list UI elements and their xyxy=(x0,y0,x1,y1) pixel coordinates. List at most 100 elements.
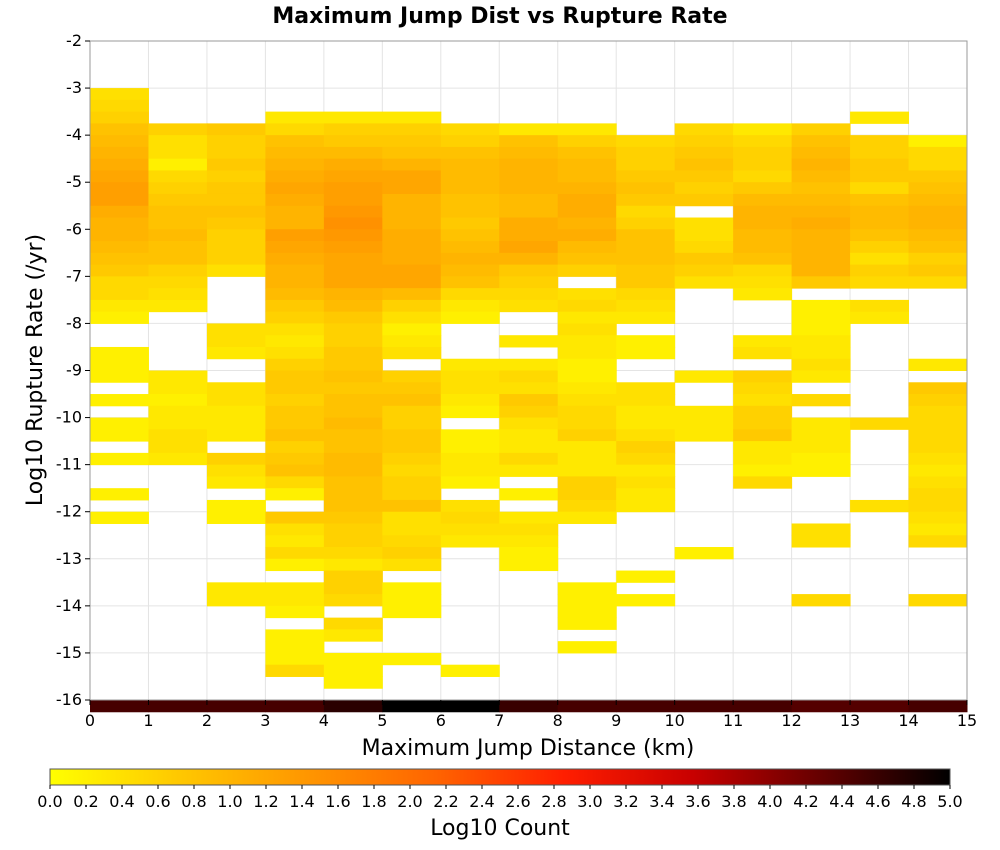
heatmap-cell xyxy=(616,382,676,395)
heatmap-cell xyxy=(148,700,208,713)
heatmap-cell xyxy=(440,299,500,313)
heatmap-cell xyxy=(791,264,851,277)
heatmap-cell xyxy=(674,417,734,430)
heatmap-cell xyxy=(148,394,208,407)
heatmap-cell xyxy=(791,299,851,313)
heatmap-cell xyxy=(148,217,208,230)
heatmap-cell xyxy=(440,182,500,195)
heatmap-cell xyxy=(323,193,383,207)
heatmap-cell xyxy=(499,146,559,160)
heatmap-cell xyxy=(908,405,968,419)
colorbar-tick-label: 3.8 xyxy=(721,792,746,811)
heatmap-cell xyxy=(382,288,442,301)
heatmap-cell xyxy=(908,205,968,219)
heatmap-cell xyxy=(616,429,676,442)
heatmap-cell xyxy=(850,193,910,207)
heatmap-cell xyxy=(674,405,734,419)
heatmap-cell xyxy=(148,370,208,383)
heatmap-cells xyxy=(90,88,968,713)
x-tick-label: 3 xyxy=(260,711,270,730)
heatmap-cell xyxy=(265,323,325,336)
colorbar-label: Log10 Count xyxy=(430,816,570,841)
heatmap-cell xyxy=(265,441,325,454)
heatmap-cell xyxy=(382,323,442,336)
heatmap-cell xyxy=(499,464,559,477)
heatmap-cell xyxy=(616,594,676,607)
heatmap-cell xyxy=(323,464,383,477)
heatmap-cell xyxy=(908,499,968,513)
heatmap-cell xyxy=(791,594,851,607)
heatmap-cell xyxy=(382,700,442,713)
heatmap-cell xyxy=(499,370,559,383)
heatmap-cell xyxy=(733,464,793,477)
heatmap-cell xyxy=(323,382,383,395)
heatmap-cell xyxy=(674,182,734,195)
y-tick-label: -11 xyxy=(56,455,82,474)
colorbar-tick-label: 3.4 xyxy=(649,792,674,811)
heatmap-cell xyxy=(382,452,442,466)
x-tick-label: 0 xyxy=(85,711,95,730)
colorbar-tick-label: 0.6 xyxy=(145,792,170,811)
heatmap-cell xyxy=(557,193,617,207)
heatmap-cell xyxy=(499,358,559,371)
colorbar-tick-label: 0.4 xyxy=(109,792,134,811)
y-tick-label: -14 xyxy=(56,596,82,615)
heatmap-cell xyxy=(791,335,851,348)
heatmap-cell xyxy=(616,252,676,266)
heatmap-cell xyxy=(206,382,266,395)
x-tick-label: 4 xyxy=(319,711,329,730)
heatmap-cell xyxy=(323,629,383,642)
heatmap-cell xyxy=(440,158,500,171)
heatmap-cell xyxy=(499,252,559,266)
heatmap-cell xyxy=(674,135,734,148)
heatmap-cell xyxy=(850,229,910,242)
colorbar-tick-label: 0.2 xyxy=(73,792,98,811)
heatmap-cell xyxy=(616,452,676,466)
heatmap-cell xyxy=(616,276,676,289)
heatmap-cell xyxy=(265,370,325,383)
heatmap-cell xyxy=(440,452,500,466)
heatmap-cell xyxy=(148,123,208,136)
heatmap-cell xyxy=(148,429,208,442)
colorbar-tick-label: 3.6 xyxy=(685,792,710,811)
heatmap-cell xyxy=(323,346,383,360)
heatmap-cell xyxy=(265,170,325,183)
heatmap-cell xyxy=(265,417,325,430)
heatmap-cell xyxy=(557,417,617,430)
heatmap-cell xyxy=(265,382,325,395)
heatmap-cell xyxy=(90,429,149,442)
heatmap-cell xyxy=(440,311,500,324)
heatmap-cell xyxy=(206,182,266,195)
heatmap-cell xyxy=(265,193,325,207)
heatmap-cell xyxy=(850,146,910,160)
heatmap-cell xyxy=(323,135,383,148)
heatmap-cell xyxy=(148,193,208,207)
heatmap-cell xyxy=(382,217,442,230)
heatmap-cell xyxy=(90,358,149,371)
heatmap-cell xyxy=(90,311,149,324)
heatmap-cell xyxy=(206,452,266,466)
colorbar-tick-label: 4.4 xyxy=(829,792,854,811)
heatmap-cell xyxy=(323,652,383,666)
heatmap-cell xyxy=(733,452,793,466)
heatmap-cell xyxy=(850,241,910,254)
x-tick-label: 2 xyxy=(202,711,212,730)
heatmap-cell xyxy=(499,441,559,454)
heatmap-cell xyxy=(90,170,149,183)
heatmap-cell xyxy=(791,158,851,171)
heatmap-cell xyxy=(323,217,383,230)
heatmap-cell xyxy=(616,700,676,713)
heatmap-cell xyxy=(733,264,793,277)
heatmap-cell xyxy=(616,217,676,230)
heatmap-cell xyxy=(908,217,968,230)
heatmap-cell xyxy=(148,146,208,160)
x-tick-label: 6 xyxy=(436,711,446,730)
x-tick-label: 11 xyxy=(723,711,743,730)
heatmap-cell xyxy=(791,311,851,324)
heatmap-cell xyxy=(382,511,442,524)
heatmap-cell xyxy=(265,346,325,360)
heatmap-cell xyxy=(90,241,149,254)
heatmap-cell xyxy=(616,405,676,419)
heatmap-cell xyxy=(206,417,266,430)
heatmap-cell xyxy=(265,535,325,548)
